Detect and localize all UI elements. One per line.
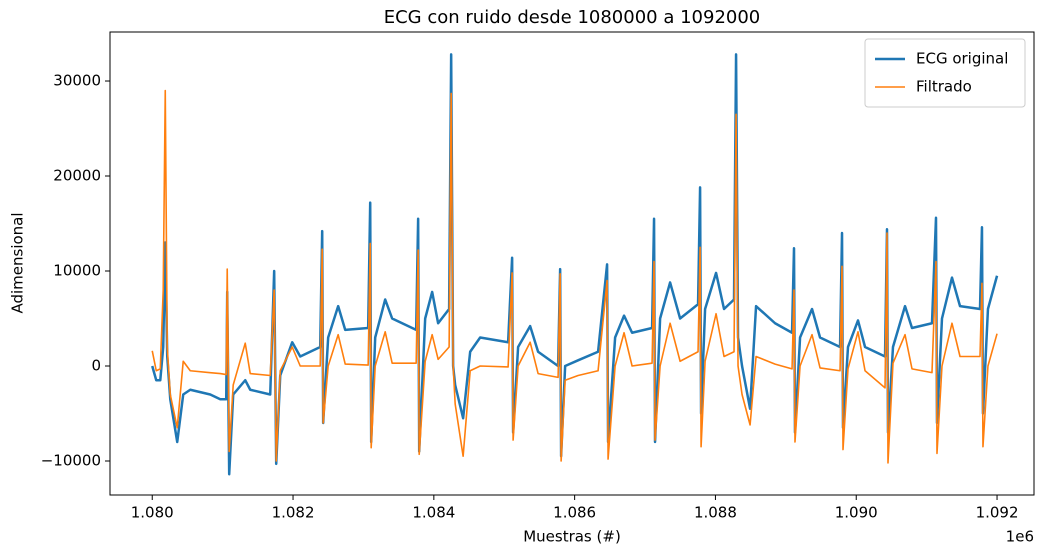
legend-box [864,38,1026,108]
x-tick-label: 1.080 [131,504,174,522]
y-tick-label: 10000 [53,262,101,280]
line-series [151,89,998,464]
y-tick-label: 30000 [53,72,101,90]
plot-frame [109,31,1035,496]
x-tick-label: 1.088 [694,504,737,522]
y-tick-label: −10000 [41,451,101,469]
x-tick-label: 1.092 [976,504,1019,522]
y-tick-label: 0 [91,356,101,374]
x-tick-label: 1.090 [835,504,878,522]
legend-label: ECG original [916,50,1008,68]
y-axis-label: Adimensional [9,212,27,313]
x-axis-label: Muestras (#) [523,528,621,546]
x-tick-label: 1.086 [553,504,596,522]
legend-label: Filtrado [916,78,972,96]
x-offset-label: 1e6 [1006,528,1034,546]
chart-title: ECG con ruido desde 1080000 a 1092000 [384,7,761,28]
x-tick-label: 1.082 [272,504,315,522]
x-tick-label: 1.084 [412,504,455,522]
y-tick-label: 20000 [53,167,101,185]
